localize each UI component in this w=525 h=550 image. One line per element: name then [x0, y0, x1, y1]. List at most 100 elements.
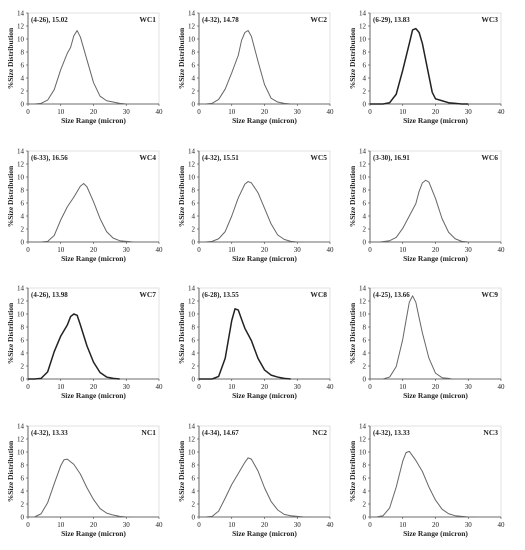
x-tick-label: 10: [228, 108, 236, 116]
y-tick-label: 2: [21, 362, 25, 370]
x-tick-label: 30: [294, 108, 302, 116]
y-tick-label: 8: [192, 48, 196, 56]
plot-frame: [27, 287, 160, 380]
panel-label: NC2: [312, 428, 327, 437]
range-mean-annotation: (6-28), 13.55: [202, 291, 239, 299]
chart-panel-wc3: 0 2 4 6 8 10 12 14 0 10 20 30 40 Size Range (micron)%…: [348, 9, 505, 125]
y-tick-label: 12: [17, 435, 25, 443]
x-tick-label: 40: [498, 108, 506, 116]
y-tick-label: 4: [192, 212, 196, 220]
y-tick-label: 8: [192, 323, 196, 331]
x-tick-label: 20: [432, 108, 440, 116]
x-tick-label: 40: [156, 521, 164, 529]
x-tick-label: 10: [399, 108, 407, 116]
x-tick-label: 0: [197, 521, 201, 529]
x-tick-label: 10: [399, 521, 407, 529]
x-tick-label: 10: [399, 246, 407, 254]
x-tick-label: 0: [26, 108, 30, 116]
y-tick-label: 4: [363, 487, 367, 495]
x-tick-label: 20: [90, 521, 98, 529]
x-tick-label: 20: [261, 246, 269, 254]
x-tick-label: 30: [294, 246, 302, 254]
x-tick-label: 10: [57, 383, 65, 391]
panel-label: NC1: [141, 428, 156, 437]
distribution-curve: [28, 313, 120, 380]
panel-label: WC3: [481, 15, 498, 24]
y-tick-label: 0: [192, 375, 196, 383]
range-mean-annotation: (4-34), 14.67: [202, 429, 239, 437]
y-tick-label: 14: [17, 284, 25, 292]
distribution-curve: [199, 30, 298, 105]
x-tick-label: 0: [368, 108, 372, 116]
panel-label: WC7: [139, 290, 156, 299]
plot-frame: [369, 287, 502, 380]
x-tick-label: 40: [327, 521, 335, 529]
y-tick-label: 4: [363, 349, 367, 357]
x-tick-label: 0: [197, 383, 201, 391]
panel-label: NC3: [483, 428, 498, 437]
y-tick-label: 0: [363, 513, 367, 521]
y-axis-title: %Size Distribution: [348, 302, 357, 364]
y-tick-label: 14: [17, 422, 25, 430]
plot-frame: [198, 287, 331, 380]
y-tick-label: 10: [17, 448, 25, 456]
y-tick-label: 0: [363, 238, 367, 246]
plot-frame: [198, 150, 331, 243]
x-tick-label: 0: [368, 246, 372, 254]
distribution-curve: [370, 179, 469, 243]
range-mean-annotation: (4-32), 13.33: [31, 429, 68, 437]
y-tick-label: 2: [192, 87, 196, 95]
x-tick-label: 10: [228, 521, 236, 529]
y-tick-label: 4: [21, 212, 25, 220]
chart-panel-wc5: 0 2 4 6 8 10 12 14 0 10 20 30 40 Size Range (micron)%…: [177, 147, 334, 263]
y-tick-label: 10: [188, 173, 196, 181]
x-tick-label: 30: [294, 383, 302, 391]
y-axis-title: %Size Distribution: [177, 440, 186, 502]
distribution-curve: [199, 308, 291, 380]
x-tick-label: 40: [327, 246, 335, 254]
x-tick-label: 20: [90, 108, 98, 116]
chart-panel-wc1: 0 2 4 6 8 10 12 14 0 10 20 30 40 Size Range (micron)%…: [6, 9, 163, 125]
y-tick-label: 8: [363, 186, 367, 194]
y-tick-label: 8: [21, 186, 25, 194]
x-axis-title: Size Range (micron): [403, 116, 468, 125]
range-mean-annotation: (4-32), 14.78: [202, 16, 239, 24]
y-tick-label: 0: [21, 513, 25, 521]
range-mean-annotation: (6-29), 13.83: [373, 16, 410, 24]
x-tick-label: 0: [26, 246, 30, 254]
chart-panel-wc2: 0 2 4 6 8 10 12 14 0 10 20 30 40 Size Range (micron)%…: [177, 9, 334, 125]
distribution-curve: [370, 450, 475, 518]
y-tick-label: 4: [192, 349, 196, 357]
panel-label: WC8: [310, 290, 327, 299]
chart-panel-wc7: 0 2 4 6 8 10 12 14 0 10 20 30 40 Size Range (micron)%…: [6, 284, 163, 400]
y-tick-label: 6: [21, 61, 25, 69]
y-tick-label: 14: [188, 9, 196, 17]
y-tick-label: 14: [359, 284, 367, 292]
range-mean-annotation: (6-33), 16.56: [31, 154, 68, 162]
x-tick-label: 20: [261, 108, 269, 116]
distribution-curve: [370, 295, 452, 380]
chart-panel-wc4: 0 2 4 6 8 10 12 14 0 10 20 30 40 Size Range (micron)%…: [6, 147, 163, 263]
y-tick-label: 12: [17, 22, 25, 30]
y-tick-label: 14: [359, 422, 367, 430]
chart-panel-wc6: 0 2 4 6 8 10 12 14 0 10 20 30 40 Size Range (micron)%…: [348, 147, 505, 263]
y-tick-label: 2: [363, 500, 367, 508]
range-mean-annotation: (4-26), 13.98: [31, 291, 68, 299]
plot-frame: [369, 12, 502, 105]
x-axis-title: Size Range (micron): [61, 116, 126, 125]
y-tick-label: 4: [21, 349, 25, 357]
y-tick-label: 10: [359, 310, 367, 318]
y-tick-label: 4: [363, 212, 367, 220]
range-mean-annotation: (4-32), 13.33: [373, 429, 410, 437]
y-tick-label: 6: [363, 199, 367, 207]
y-tick-label: 8: [21, 48, 25, 56]
y-tick-label: 4: [21, 74, 25, 82]
y-tick-label: 8: [192, 461, 196, 469]
panel-label: WC5: [310, 153, 327, 162]
x-tick-label: 0: [197, 108, 201, 116]
distribution-curve: [28, 183, 133, 243]
x-tick-label: 10: [399, 383, 407, 391]
x-tick-label: 30: [465, 246, 473, 254]
panel-label: WC4: [139, 153, 156, 162]
